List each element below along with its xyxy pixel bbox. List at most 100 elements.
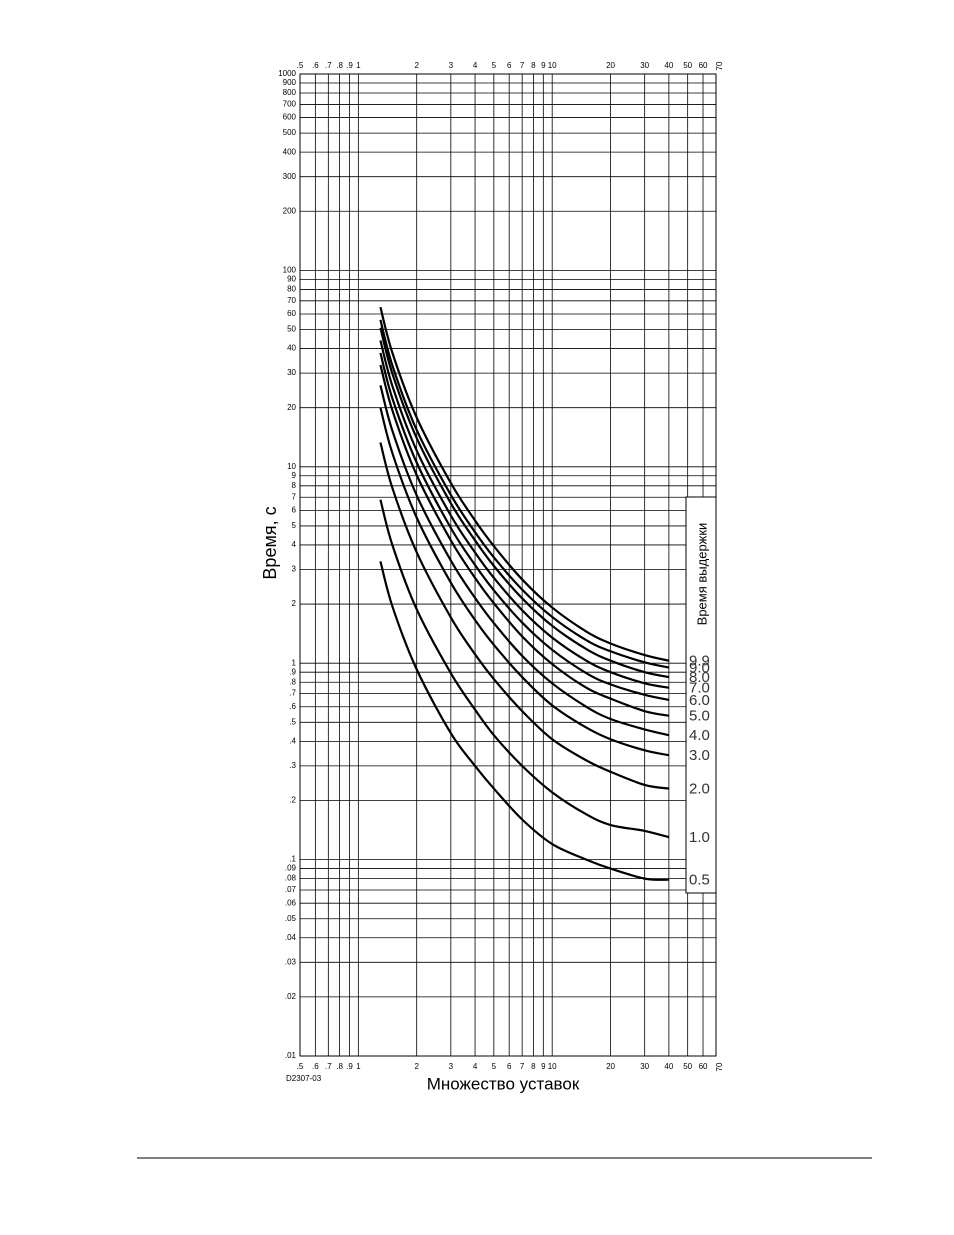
- y-tick-label: .8: [289, 677, 296, 686]
- y-tick-label: 300: [283, 172, 297, 181]
- legend-title: Время выдержки: [694, 523, 709, 626]
- y-tick-label: 80: [287, 285, 296, 294]
- curve: [379, 327, 670, 679]
- x-tick-label: 70: [715, 1062, 724, 1071]
- curve: [379, 407, 670, 757]
- x-tick-label: 2: [414, 1062, 419, 1071]
- x-tick-label: 7: [520, 61, 525, 70]
- y-tick-label: 9: [292, 471, 297, 480]
- y-tick-label: .6: [289, 702, 296, 711]
- x-tick-label: .8: [336, 1062, 343, 1071]
- curve: [379, 340, 670, 689]
- y-tick-label: 3: [292, 565, 297, 574]
- y-tick-label: 10: [287, 462, 296, 471]
- y-tick-label: 7: [292, 492, 297, 501]
- y-tick-label: .02: [285, 992, 297, 1001]
- x-tick-label: 20: [606, 1062, 615, 1071]
- y-axis-label: Время, с: [260, 506, 280, 579]
- y-tick-label: 6: [292, 505, 297, 514]
- curve: [379, 442, 670, 790]
- x-tick-label: 5: [492, 61, 497, 70]
- x-tick-label: .6: [312, 61, 319, 70]
- x-tick-label: .5: [297, 1062, 304, 1071]
- x-tick-label: .7: [325, 61, 332, 70]
- y-tick-label: .05: [285, 914, 297, 923]
- y-tick-label: 1: [292, 658, 297, 667]
- y-tick-label: 700: [283, 100, 297, 109]
- x-tick-label: 40: [664, 1062, 673, 1071]
- legend-label: 4.0: [689, 727, 710, 744]
- y-tick-label: 800: [283, 88, 297, 97]
- x-tick-label: 30: [640, 1062, 649, 1071]
- curve: [379, 319, 670, 669]
- legend-label: 2.0: [689, 781, 710, 798]
- y-tick-label: .5: [289, 717, 296, 726]
- x-tick-label: 40: [664, 61, 673, 70]
- y-tick-label: .08: [285, 874, 297, 883]
- x-tick-label: 10: [548, 1062, 557, 1071]
- y-tick-label: 600: [283, 113, 297, 122]
- x-tick-label: 60: [699, 1062, 708, 1071]
- x-tick-label: 4: [473, 1062, 478, 1071]
- x-tick-label: 6: [507, 61, 512, 70]
- curves: [379, 306, 670, 881]
- labels: .5.5.6.6.7.7.8.8.9.911223344556677889910…: [278, 61, 724, 1071]
- legend-label: 8.0: [689, 669, 710, 686]
- legend-label: 9.9: [689, 653, 710, 670]
- x-tick-label: 8: [531, 61, 536, 70]
- x-tick-label: .9: [346, 61, 353, 70]
- y-tick-label: .3: [289, 761, 296, 770]
- x-tick-label: .5: [297, 61, 304, 70]
- legend-label: 7.0: [689, 680, 710, 697]
- legend-box: [685, 496, 717, 894]
- x-tick-label: 1: [356, 61, 361, 70]
- y-tick-label: 500: [283, 128, 297, 137]
- y-tick-label: 90: [287, 274, 296, 283]
- x-tick-label: .6: [312, 1062, 319, 1071]
- y-tick-label: .9: [289, 667, 296, 676]
- legend-label: 5.0: [689, 708, 710, 725]
- figure-id: D2307-03: [286, 1074, 322, 1083]
- y-tick-label: 400: [283, 147, 297, 156]
- curve: [379, 561, 669, 881]
- y-tick-label: 2: [292, 599, 297, 608]
- y-tick-label: 200: [283, 206, 297, 215]
- legend-label: 3.0: [689, 747, 710, 764]
- x-tick-label: 6: [507, 1062, 512, 1071]
- curve: [379, 352, 670, 702]
- legend-label: 0.5: [689, 872, 710, 889]
- x-axis-label: Множество уставок: [427, 1074, 580, 1093]
- x-tick-label: 1: [356, 1062, 361, 1071]
- y-tick-label: 5: [292, 521, 297, 530]
- y-tick-label: .09: [285, 864, 297, 873]
- y-tick-label: .07: [285, 885, 297, 894]
- curve: [379, 306, 670, 662]
- y-tick-label: 50: [287, 325, 296, 334]
- y-tick-label: .4: [289, 736, 296, 745]
- curve: [379, 364, 670, 717]
- y-tick-label: 1000: [278, 69, 296, 78]
- x-tick-label: 5: [492, 1062, 497, 1071]
- y-tick-label: 40: [287, 344, 296, 353]
- y-tick-label: .04: [285, 933, 297, 942]
- y-tick-label: .01: [285, 1051, 297, 1060]
- y-tick-label: 4: [292, 540, 297, 549]
- x-tick-label: 4: [473, 61, 478, 70]
- y-tick-label: .2: [289, 796, 296, 805]
- x-tick-label: 20: [606, 61, 615, 70]
- x-tick-label: 30: [640, 61, 649, 70]
- y-tick-label: 30: [287, 368, 296, 377]
- x-tick-label: 2: [414, 61, 419, 70]
- x-tick-label: .8: [336, 61, 343, 70]
- x-tick-label: 50: [683, 1062, 692, 1071]
- x-tick-label: 60: [699, 61, 708, 70]
- y-tick-label: 100: [283, 266, 297, 275]
- y-tick-label: 8: [292, 481, 297, 490]
- x-tick-label: 9: [541, 61, 546, 70]
- x-tick-label: 50: [683, 61, 692, 70]
- x-tick-label: 10: [548, 61, 557, 70]
- y-tick-label: .1: [289, 855, 296, 864]
- y-tick-label: .03: [285, 957, 297, 966]
